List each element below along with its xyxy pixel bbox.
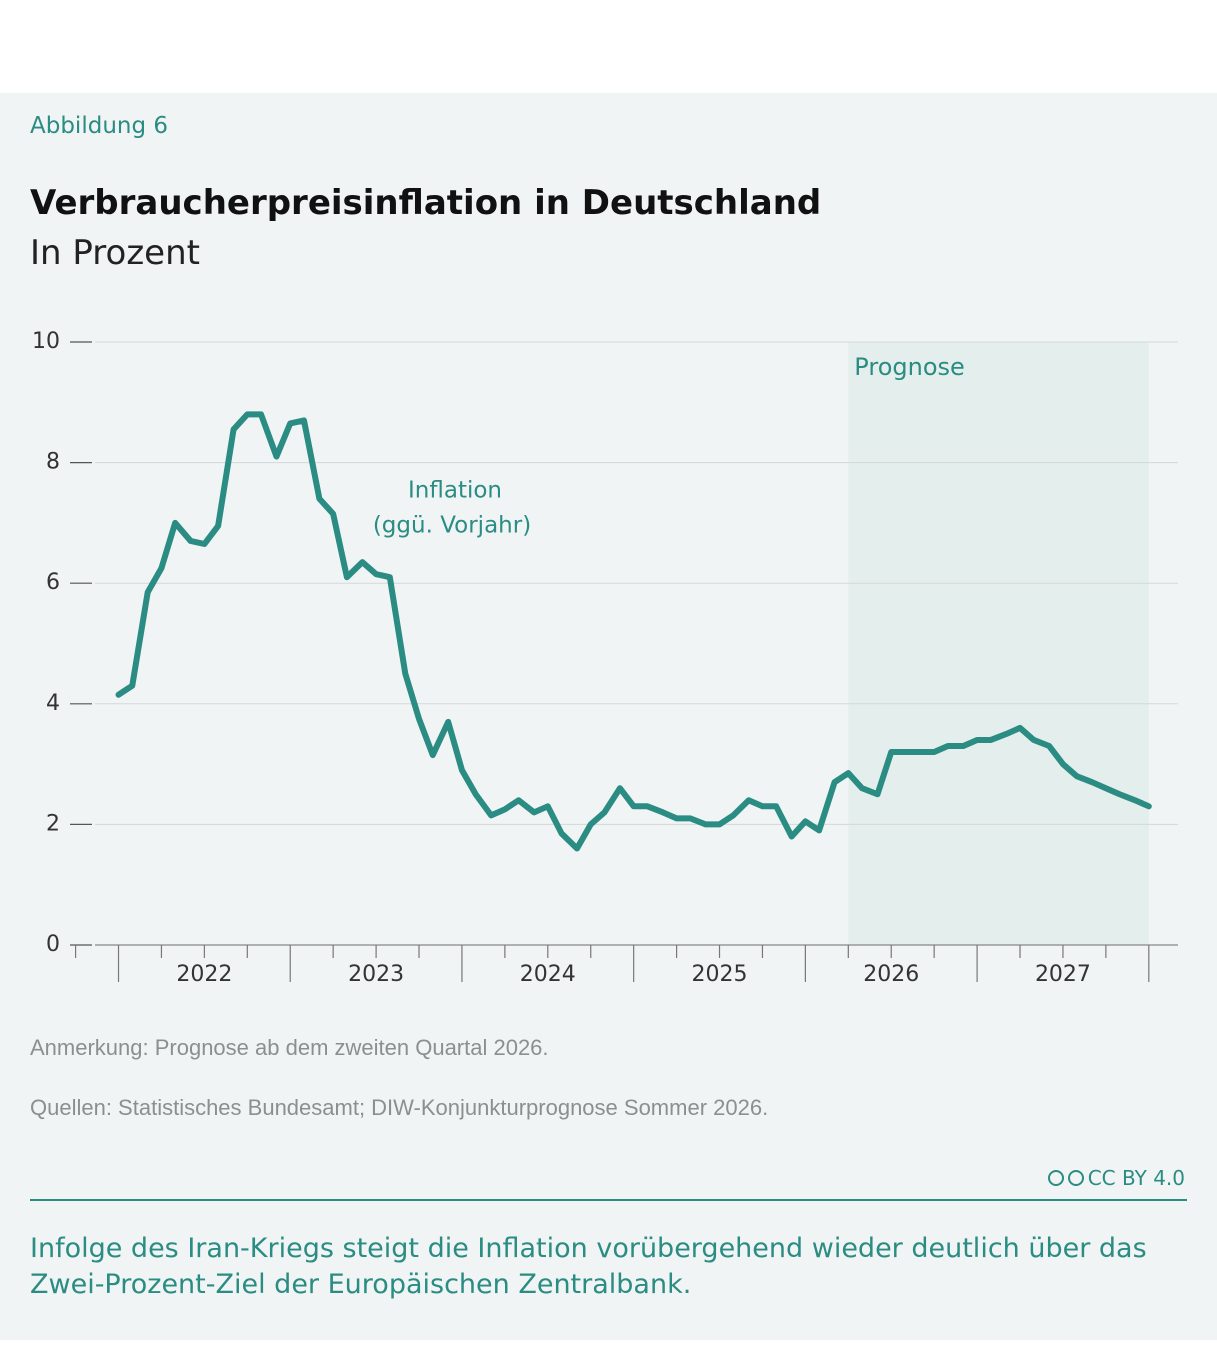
line	[115, 411, 1152, 852]
x-tick-label: 2026	[863, 962, 919, 987]
source: Quellen: Statistisches Bundesamt; DIW-Ko…	[30, 1095, 769, 1120]
cc-icon	[1047, 1170, 1064, 1186]
figure-panel: Abbildung 6 Verbraucherpreisinflation in…	[0, 93, 1217, 1340]
y-tick-label: 0	[46, 932, 60, 957]
y-tick-label: 10	[32, 329, 60, 354]
license: CC BY 4.0	[1047, 1166, 1185, 1190]
chart-subtitle: In Prozent	[30, 233, 200, 273]
x-tick-label: 2022	[176, 962, 232, 987]
y-tick-label: 2	[46, 811, 60, 836]
x-tick-label: 2023	[348, 962, 404, 987]
y-tick-label: 8	[46, 450, 60, 475]
chart: Prognose 0 2 4 6 8 10 2022 2023 2024 2025 2026 2027 I…	[32, 329, 1178, 987]
chart-title: Verbraucherpreisinflation in Deutschland	[30, 183, 822, 223]
license-text: CC BY 4.0	[1087, 1166, 1185, 1190]
forecast-band	[848, 342, 1149, 945]
figure-label: Abbildung 6	[30, 113, 169, 139]
x-tick-label: 2024	[520, 962, 576, 987]
x-tick-label: 2025	[692, 962, 748, 987]
series-label: Inflation	[408, 478, 502, 504]
note: Anmerkung: Prognose ab dem zweiten Quart…	[30, 1035, 549, 1060]
caption: Infolge des Iran-Kriegs steigt die Infla…	[30, 1233, 1147, 1300]
y-tick-label: 4	[46, 691, 60, 716]
forecast-label: Prognose	[854, 353, 964, 381]
x-tick-label: 2027	[1035, 962, 1091, 987]
by-icon	[1067, 1170, 1084, 1186]
divider	[30, 1199, 1187, 1201]
y-tick-label: 6	[46, 570, 60, 595]
series-annotation: (ggü. Vorjahr)	[373, 513, 531, 539]
